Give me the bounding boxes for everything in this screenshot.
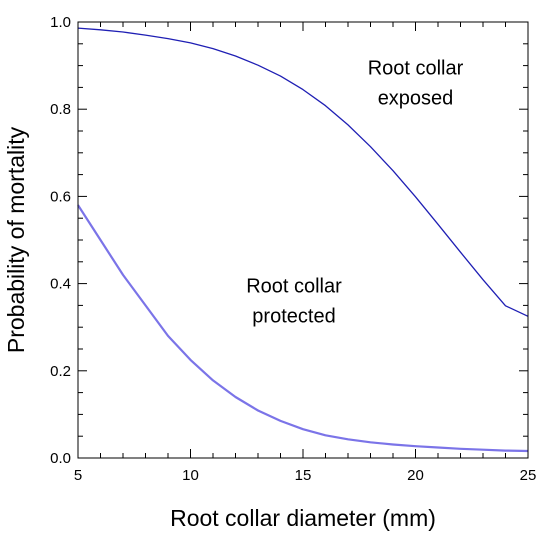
tick-label-group: 5 10 15 20 25 0.0 0.2 0.4 0.6 0.8 1.0 [50,14,536,484]
y-tick-label: 0.0 [50,450,71,467]
series-line-1 [77,27,529,317]
tick-group [77,21,529,459]
x-tick-label: 15 [295,467,312,484]
annotation-line: Root collar [368,57,464,79]
annotation-1: Root collar exposed [368,57,464,109]
annotation-2: Root collar protected [246,275,342,327]
annotation-line: protected [252,305,335,327]
x-axis-title: Root collar diameter (mm) [170,505,436,531]
y-tick-label: 0.2 [50,363,71,380]
y-axis-title: Probability of mortality [3,126,29,353]
annotation-group: Root collar exposed Root collar protected [246,57,463,327]
annotation-line: Root collar [246,275,342,297]
x-tick-label: 20 [407,467,424,484]
x-tick-label: 5 [74,467,82,484]
y-tick-label: 0.4 [50,276,71,293]
plot-frame [77,21,529,459]
series-line-2 [77,204,529,453]
x-tick-label: 25 [520,467,537,484]
y-tick-label: 0.8 [50,101,71,118]
x-tick-label: 10 [182,467,199,484]
series-group [77,27,529,453]
y-tick-label: 0.6 [50,188,71,205]
y-tick-label: 1.0 [50,14,71,31]
annotation-line: exposed [378,87,454,109]
